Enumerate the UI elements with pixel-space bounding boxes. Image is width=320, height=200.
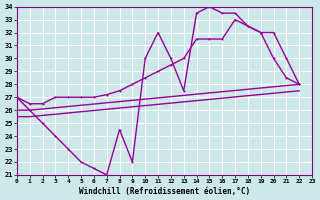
X-axis label: Windchill (Refroidissement éolien,°C): Windchill (Refroidissement éolien,°C) — [79, 187, 250, 196]
